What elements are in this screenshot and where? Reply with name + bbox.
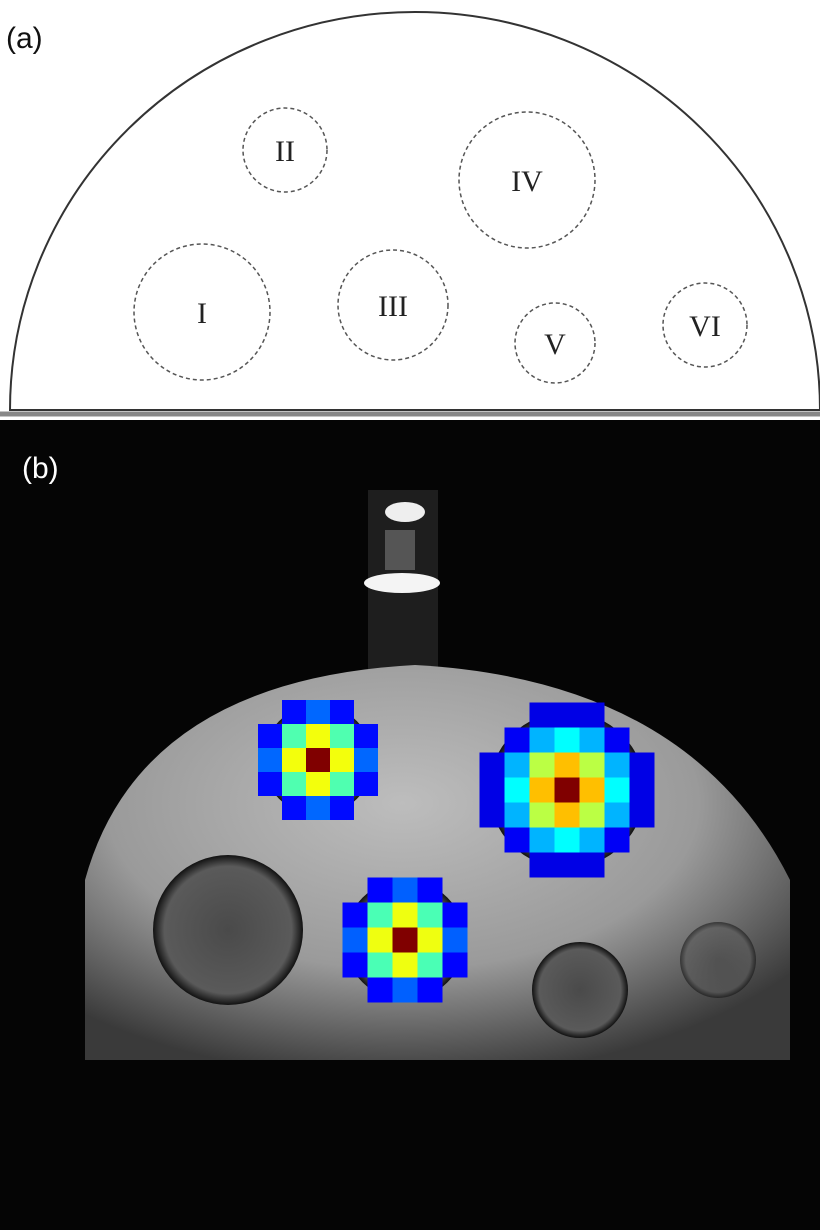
heat-cell (368, 978, 393, 1003)
heat-cell (418, 878, 443, 903)
heat-cell (306, 748, 330, 772)
heat-cell (368, 953, 393, 978)
heat-cell (605, 828, 630, 853)
heat-cell (418, 903, 443, 928)
heat-cell (580, 728, 605, 753)
region-label: IV (511, 165, 543, 198)
heat-cell (354, 724, 378, 748)
hole (680, 922, 756, 998)
heat-cell (555, 753, 580, 778)
heat-cell (443, 928, 468, 953)
heat-cell (393, 953, 418, 978)
heat-cell (393, 978, 418, 1003)
heat-cell (393, 903, 418, 928)
heat-cell (368, 878, 393, 903)
heat-cell (530, 803, 555, 828)
heat-cell (330, 724, 354, 748)
heat-cell (555, 703, 580, 728)
heat-cell (393, 878, 418, 903)
heat-cell (530, 753, 555, 778)
probe-spot (385, 502, 425, 522)
heat-cell (418, 928, 443, 953)
heat-cell (368, 928, 393, 953)
heat-cell (354, 748, 378, 772)
heat-cell (330, 772, 354, 796)
heat-cell (343, 903, 368, 928)
heat-cell (306, 700, 330, 724)
heat-cell (580, 703, 605, 728)
heat-cell (580, 803, 605, 828)
region-label: III (378, 290, 408, 323)
heat-cell (530, 728, 555, 753)
heat-cell (630, 753, 655, 778)
heat-cell (368, 903, 393, 928)
heat-cell (555, 853, 580, 878)
heat-cell (505, 803, 530, 828)
heat-cell (480, 803, 505, 828)
heat-cell (605, 753, 630, 778)
heat-cell (480, 753, 505, 778)
heat-cell (505, 828, 530, 853)
region-label: I (197, 297, 207, 330)
heat-cell (418, 953, 443, 978)
heat-cell (330, 796, 354, 820)
heat-cell (393, 928, 418, 953)
heat-cell (530, 853, 555, 878)
heat-cell (354, 772, 378, 796)
heat-cell (258, 724, 282, 748)
region-label: V (544, 328, 566, 361)
heat-cell (443, 953, 468, 978)
heat-cell (443, 903, 468, 928)
heat-cell (480, 778, 505, 803)
region-label: VI (689, 310, 721, 343)
figure: I II III IV V VI (a) (b) (0, 0, 820, 1230)
heat-cell (330, 700, 354, 724)
heat-cell (580, 778, 605, 803)
panel-label: (b) (22, 452, 59, 485)
heat-cell (258, 772, 282, 796)
hole (532, 942, 628, 1038)
heat-cell (555, 778, 580, 803)
panel-label: (a) (6, 22, 43, 55)
heat-cell (580, 753, 605, 778)
heat-cell (580, 828, 605, 853)
heat-cell (343, 953, 368, 978)
heat-cell (330, 748, 354, 772)
hole (153, 855, 303, 1005)
heat-cell (530, 703, 555, 728)
heat-cell (505, 778, 530, 803)
probe-body (385, 530, 415, 570)
heat-cell (343, 928, 368, 953)
heat-cell (306, 772, 330, 796)
heat-cell (605, 778, 630, 803)
probe (364, 490, 440, 670)
heat-cell (306, 724, 330, 748)
heat-cell (530, 828, 555, 853)
probe-spot (364, 573, 440, 593)
heat-cell (630, 803, 655, 828)
heat-cell (505, 728, 530, 753)
heat-cell (282, 724, 306, 748)
heat-cell (605, 728, 630, 753)
heat-cell (258, 748, 282, 772)
heat-cell (580, 853, 605, 878)
heat-cell (530, 778, 555, 803)
heat-cell (555, 828, 580, 853)
heat-cell (605, 803, 630, 828)
heat-cell (282, 748, 306, 772)
region-label: II (275, 135, 295, 168)
heat-cell (418, 978, 443, 1003)
heat-cell (306, 796, 330, 820)
heat-cell (282, 796, 306, 820)
heat-cell (555, 728, 580, 753)
heat-cell (505, 753, 530, 778)
heat-cell (630, 778, 655, 803)
heat-cell (282, 772, 306, 796)
heat-cell (282, 700, 306, 724)
heat-cell (555, 803, 580, 828)
